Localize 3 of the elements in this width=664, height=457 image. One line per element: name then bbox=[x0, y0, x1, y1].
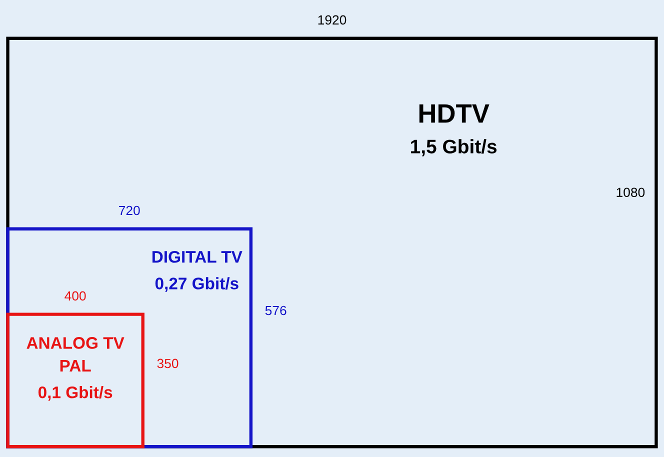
data-label: 1080 bbox=[616, 188, 645, 198]
data-label: 1920 bbox=[318, 15, 346, 25]
category-label: HDTV bbox=[419, 104, 490, 123]
